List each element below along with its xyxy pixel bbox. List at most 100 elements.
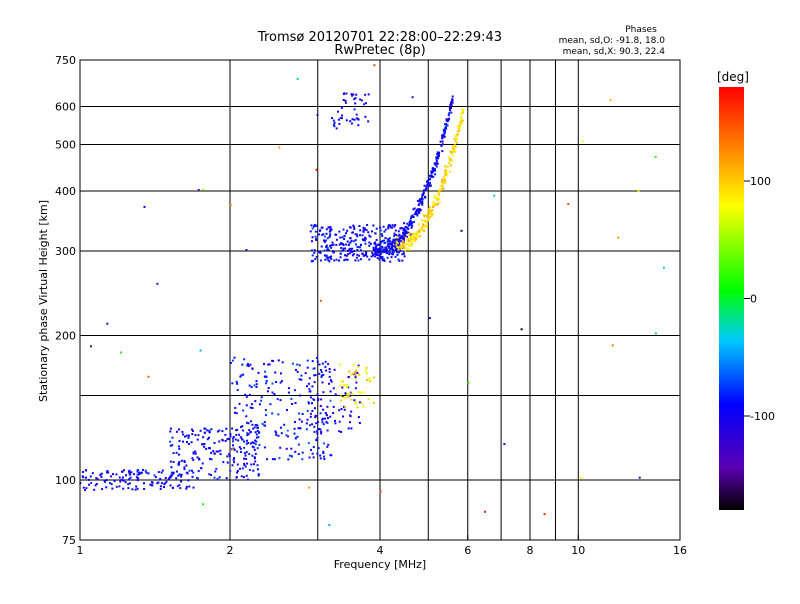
data-point: [316, 430, 319, 433]
data-point: [247, 441, 250, 444]
data-point: [245, 458, 248, 460]
data-point: [484, 510, 486, 513]
data-point: [423, 229, 426, 232]
data-point: [210, 451, 213, 454]
data-point: [313, 430, 316, 433]
data-point: [362, 254, 365, 257]
data-point: [413, 236, 416, 239]
data-point: [254, 452, 257, 455]
data-point: [343, 238, 346, 240]
data-point: [169, 440, 172, 443]
data-point: [241, 467, 244, 470]
data-point: [445, 173, 448, 176]
data-point: [460, 122, 463, 125]
data-point: [251, 407, 254, 409]
data-point: [164, 477, 167, 479]
data-point: [416, 214, 419, 217]
data-point: [421, 222, 424, 225]
data-point: [405, 232, 408, 235]
data-point: [130, 471, 133, 474]
data-point: [241, 438, 244, 441]
data-point: [347, 396, 350, 399]
data-point: [351, 247, 354, 250]
data-point: [244, 454, 247, 457]
data-point: [411, 224, 414, 227]
data-point: [335, 233, 338, 236]
data-point: [374, 246, 377, 249]
data-point: [188, 434, 190, 437]
y-tick-label: 750: [55, 54, 76, 67]
data-point: [347, 427, 350, 430]
data-point: [356, 406, 359, 409]
data-point: [255, 386, 258, 388]
data-point: [297, 453, 300, 456]
data-point: [140, 471, 143, 474]
data-point: [345, 386, 348, 389]
data-point: [351, 118, 354, 121]
data-point: [337, 110, 339, 113]
data-point: [424, 188, 427, 191]
data-point: [382, 249, 385, 252]
data-point: [95, 477, 98, 480]
data-point: [115, 485, 118, 488]
data-point: [448, 112, 451, 115]
data-point: [359, 249, 362, 252]
data-point: [248, 429, 251, 432]
data-point: [439, 140, 442, 143]
data-point: [374, 248, 377, 250]
chart-title: Tromsø 20120701 22:28:00–22:29:43: [257, 30, 502, 45]
data-point: [128, 478, 131, 480]
data-point: [460, 115, 463, 118]
data-point: [364, 115, 367, 118]
data-point: [219, 453, 222, 456]
data-point: [350, 122, 353, 125]
data-point: [285, 434, 288, 437]
data-point: [372, 246, 375, 249]
data-point: [185, 464, 188, 467]
data-point: [240, 374, 243, 377]
data-point: [243, 446, 246, 449]
data-point: [177, 462, 180, 465]
data-point: [226, 438, 229, 441]
data-point: [316, 360, 319, 363]
data-point: [226, 455, 229, 458]
data-point: [441, 182, 444, 185]
data-point: [315, 224, 318, 227]
data-point: [445, 127, 448, 130]
data-point: [638, 476, 641, 479]
data-point: [334, 419, 336, 422]
data-point: [247, 422, 250, 425]
data-point: [304, 372, 307, 375]
data-point: [110, 483, 113, 486]
data-point: [365, 251, 368, 254]
data-point: [399, 250, 402, 252]
data-point: [335, 243, 338, 246]
data-point: [266, 458, 269, 461]
data-point: [279, 381, 282, 384]
colorbar: [719, 87, 744, 510]
data-point: [249, 430, 252, 433]
data-point: [377, 248, 380, 251]
data-point: [420, 198, 423, 201]
x-tick-label: 4: [377, 544, 384, 557]
data-point: [363, 103, 366, 106]
data-point: [233, 411, 236, 414]
data-point: [493, 194, 496, 197]
data-point: [365, 229, 368, 232]
data-point: [458, 124, 461, 127]
data-point: [324, 417, 327, 420]
data-point: [320, 226, 323, 229]
data-point: [433, 196, 436, 199]
data-point: [348, 242, 351, 245]
data-point: [295, 369, 297, 371]
data-point: [413, 232, 416, 235]
data-point: [326, 257, 329, 260]
data-point: [175, 451, 178, 454]
data-point: [427, 208, 430, 211]
x-tick-label: 16: [673, 544, 687, 557]
data-point: [322, 423, 325, 426]
data-point: [233, 461, 235, 464]
data-point: [401, 253, 404, 256]
data-point: [354, 376, 357, 379]
data-point: [407, 248, 410, 251]
